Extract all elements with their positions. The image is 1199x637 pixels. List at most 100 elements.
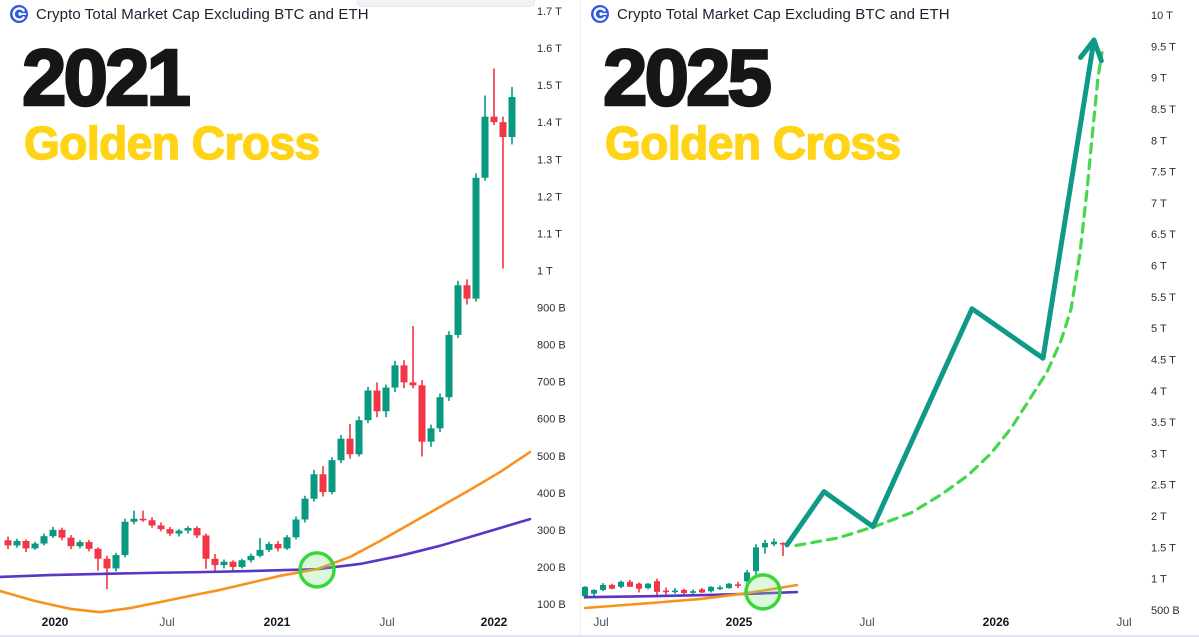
y-axis-tick-label: 7.5 T — [1151, 167, 1176, 179]
candle-body — [328, 460, 336, 493]
candle-body — [780, 542, 786, 545]
projection-solid-line — [784, 37, 1097, 548]
y-axis-tick-label: 1.5 T — [537, 80, 562, 92]
candle-body — [85, 542, 93, 549]
y-axis-tick-label: 1.2 T — [537, 191, 562, 203]
candle-body — [265, 543, 273, 550]
candle-body — [229, 561, 237, 567]
candle-body — [49, 529, 57, 537]
candle-body — [76, 542, 84, 547]
candle-body — [238, 560, 246, 567]
chart-title: Crypto Total Market Cap Excluding BTC an… — [36, 5, 369, 23]
candle-body — [717, 587, 723, 590]
candle-body — [463, 285, 471, 299]
chart-header: Crypto Total Market Cap Excluding BTC an… — [10, 5, 369, 23]
candle-body — [22, 540, 30, 549]
y-axis-tick-label: 1.4 T — [537, 117, 562, 129]
golden-cross-heading: Golden Cross — [23, 117, 321, 169]
chart-2025-projection[interactable]: 10 T 9.5 T 9 T 8.5 T 8 T 7.5 T 7 T 6.5 T 6 T 5.5 … — [581, 0, 1199, 637]
panel-2021: 1.7 T 1.6 T 1.5 T 1.4 T 1.3 T 1.2 T 1.1 T 1 T 90… — [0, 0, 579, 637]
chart-2021-candlestick[interactable]: 1.7 T 1.6 T 1.5 T 1.4 T 1.3 T 1.2 T 1.1 T 1 T 90… — [0, 0, 579, 637]
x-axis-tick-label: Jul — [859, 615, 874, 629]
candle-body — [148, 520, 156, 526]
candle-body — [663, 590, 669, 593]
candle-body — [13, 540, 21, 546]
x-axis-tick-label: 2026 — [983, 615, 1010, 629]
candle-body — [735, 584, 741, 586]
y-axis-tick-label: 5.5 T — [1151, 292, 1176, 304]
candle-body — [708, 586, 714, 592]
candle-body — [157, 525, 165, 530]
candle-body — [400, 365, 408, 383]
candle-body — [490, 116, 498, 123]
y-axis-tick-label: 9.5 T — [1151, 41, 1176, 53]
year-heading-2021: 2021 — [21, 33, 192, 122]
candle-body — [256, 549, 264, 556]
candle-body — [690, 591, 696, 593]
candle-body — [193, 528, 201, 536]
candle-body — [373, 390, 381, 412]
candle-body — [121, 521, 129, 556]
slow-ma-line — [0, 517, 532, 579]
candle-body — [409, 382, 417, 386]
candle-body — [382, 387, 390, 412]
candle-body — [139, 518, 147, 521]
y-axis-tick-label: 4.5 T — [1151, 354, 1176, 366]
candle-body — [636, 583, 642, 589]
candle-body — [130, 518, 138, 522]
projection-arrowhead-icon — [1078, 37, 1104, 64]
y-axis-tick-label: 1.1 T — [537, 228, 562, 240]
candle-body — [654, 581, 660, 592]
candle-body — [681, 589, 687, 594]
candle-body — [319, 474, 327, 493]
y-axis-tick-label: 6.5 T — [1151, 229, 1176, 241]
candle-body — [391, 365, 399, 388]
candle-body — [40, 536, 48, 544]
chart-title: Crypto Total Market Cap Excluding BTC an… — [617, 5, 950, 23]
candle-body — [454, 285, 462, 335]
candle-body — [58, 529, 66, 538]
candle-body — [103, 558, 111, 569]
candle-body — [672, 590, 678, 593]
x-axis-tick-label: 2025 — [726, 615, 753, 629]
candle-body — [427, 428, 435, 442]
candle-body — [600, 584, 606, 590]
y-axis-tick-label: 1.5 T — [1151, 542, 1176, 554]
x-axis-tick-label: Jul — [379, 615, 394, 629]
fast-ma-line — [583, 583, 799, 610]
candle-body — [771, 541, 777, 545]
candle-body — [481, 116, 489, 178]
y-axis-tick-label: 1 T — [1151, 574, 1167, 586]
coin-brand-logo-icon — [10, 5, 28, 23]
candle-body — [112, 555, 120, 569]
x-axis-tick-label: Jul — [1116, 615, 1131, 629]
golden-cross-heading: Golden Cross — [604, 117, 902, 169]
y-axis-tick-label: 9 T — [1151, 73, 1167, 85]
y-axis-tick-label: 500 B — [1151, 605, 1180, 617]
candle-body — [591, 589, 597, 594]
slow-ma-line — [583, 590, 799, 599]
panel-2025: 10 T 9.5 T 9 T 8.5 T 8 T 7.5 T 7 T 6.5 T 6 T 5.5 … — [580, 0, 1199, 637]
candle-body — [582, 586, 588, 597]
y-axis-tick-label: 700 B — [537, 377, 566, 389]
candle-body — [618, 581, 624, 587]
y-axis-tick-label: 10 T — [1151, 10, 1173, 22]
y-axis-tick-label: 900 B — [537, 303, 566, 315]
candle-body — [301, 498, 309, 520]
y-axis-tick-label: 5 T — [1151, 323, 1167, 335]
candle-body — [508, 96, 516, 138]
y-axis-tick-label: 100 B — [537, 599, 566, 611]
candle-body — [247, 555, 255, 561]
candle-body — [699, 589, 705, 593]
candle-body — [31, 543, 39, 549]
candle-body — [283, 537, 291, 549]
y-axis-tick-label: 8.5 T — [1151, 104, 1176, 116]
y-axis-tick-label: 2 T — [1151, 511, 1167, 523]
chart-header: Crypto Total Market Cap Excluding BTC an… — [591, 5, 950, 23]
x-axis-tick-label: 2022 — [481, 615, 508, 629]
candle-body — [337, 438, 345, 461]
candle-body — [436, 397, 444, 429]
candle-body — [202, 535, 210, 559]
y-axis-tick-label: 1 T — [537, 265, 553, 277]
candle-body — [364, 390, 372, 421]
